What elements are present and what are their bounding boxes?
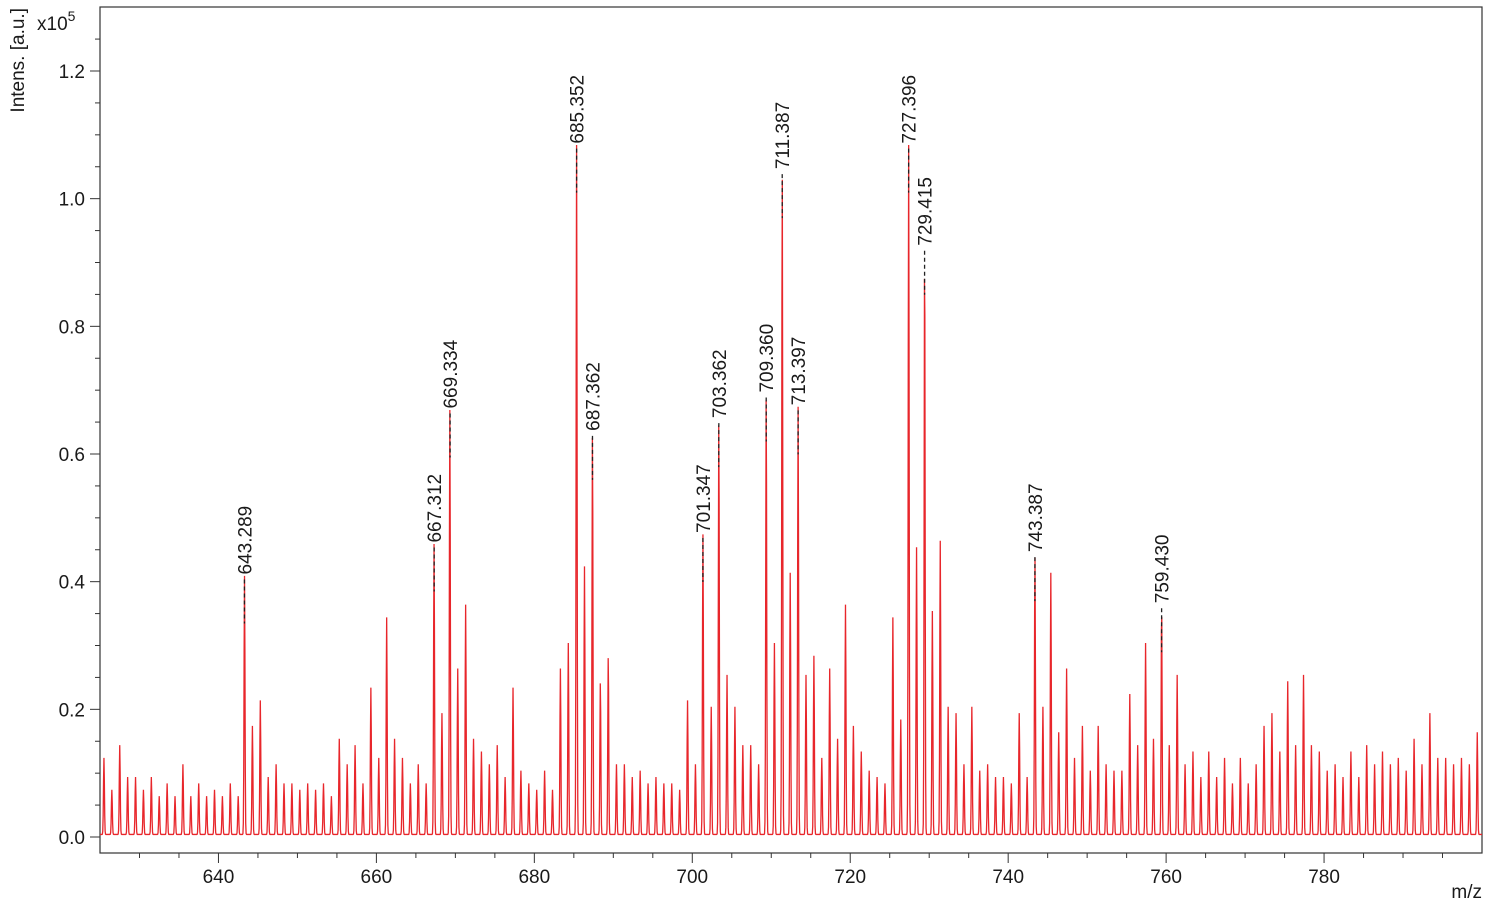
- y-tick-label: 0.6: [59, 445, 85, 466]
- peak-label: 729.415: [916, 177, 937, 246]
- y-tick-label: 1.2: [59, 62, 85, 83]
- peak-label: 701.347: [694, 464, 715, 533]
- x-tick-label: 780: [1308, 867, 1340, 888]
- peak-label: 743.387: [1026, 483, 1047, 552]
- peak-label: 709.360: [757, 324, 778, 393]
- y-tick-label: 0.8: [59, 317, 85, 338]
- x-tick-label: 640: [203, 867, 235, 888]
- x-axis-title: m/z: [1451, 882, 1482, 903]
- x-tick-label: 680: [518, 867, 550, 888]
- spectrum-trace: [100, 145, 1482, 836]
- peak-label: 687.362: [583, 362, 604, 431]
- x-axis: 640 660 680 700 720 740 760 780: [138, 853, 1444, 888]
- x-tick-label: 700: [676, 867, 708, 888]
- peak-label: 703.362: [710, 349, 731, 418]
- y-scale-multiplier: x105: [37, 8, 76, 35]
- y-tick-label: 0.2: [59, 700, 85, 721]
- y-axis-title: Intens. [a.u.]: [8, 8, 29, 113]
- y-scale-exponent: 5: [68, 8, 76, 24]
- x-tick-label: 740: [992, 867, 1024, 888]
- peak-label: 713.397: [789, 337, 810, 406]
- peak-label: 667.312: [425, 474, 446, 543]
- plot-frame: [99, 6, 1483, 854]
- peak-label: 711.387: [773, 102, 794, 169]
- y-tick-label: 0.0: [59, 828, 85, 849]
- y-tick-label: 0.4: [59, 573, 86, 594]
- y-axis: 0.0 0.2 0.4 0.6 0.8 1.0 1.2: [59, 38, 100, 849]
- peak-labels: 643.289 667.312 669.334 685.352 687.362 701.3…: [235, 75, 1174, 653]
- x-tick-label: 660: [361, 867, 393, 888]
- x-tick-label: 720: [834, 867, 866, 888]
- peak-label: 759.430: [1153, 535, 1174, 604]
- spectrum-trace-group: [100, 145, 1482, 836]
- peak-label: 727.396: [900, 75, 921, 144]
- peak-label: 643.289: [235, 506, 256, 575]
- x-tick-label: 760: [1150, 867, 1182, 888]
- peak-label: 669.334: [441, 339, 462, 408]
- y-tick-label: 1.0: [59, 190, 85, 211]
- peak-label: 685.352: [568, 75, 589, 144]
